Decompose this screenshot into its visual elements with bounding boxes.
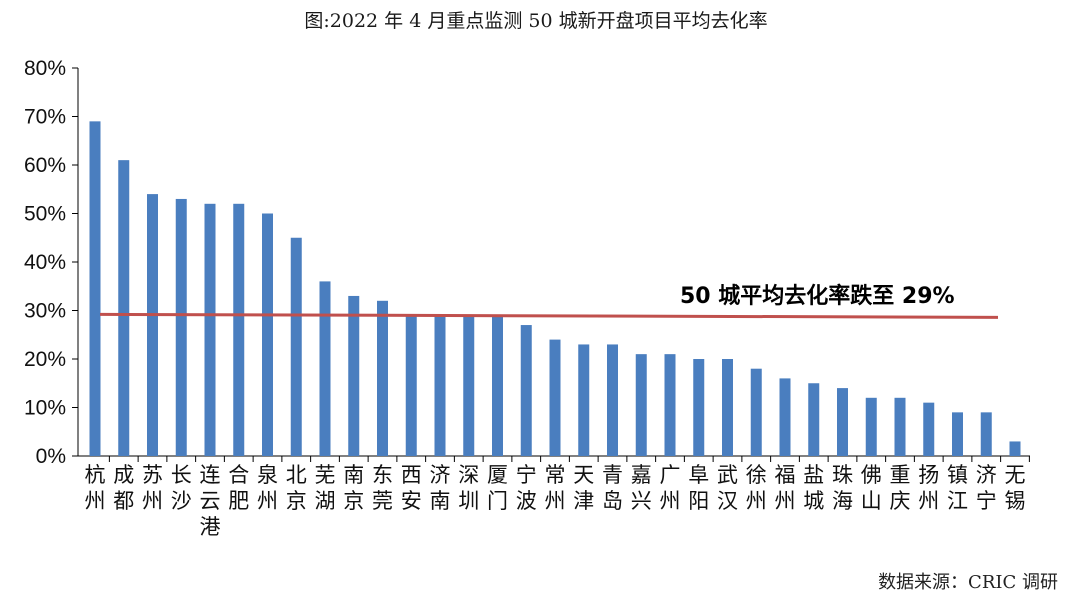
bar <box>750 368 762 456</box>
bar <box>89 121 101 456</box>
x-tick-label: 阜阳 <box>688 463 709 513</box>
average-annotation: 50 城平均去化率跌至 29% <box>680 283 955 309</box>
bar <box>290 237 302 456</box>
y-tick-label: 10% <box>24 397 66 420</box>
bar <box>607 344 618 456</box>
bar <box>722 359 733 456</box>
x-tick-label: 苏州 <box>142 463 163 513</box>
x-tick-label: 杭州 <box>85 463 106 513</box>
bar <box>923 402 935 456</box>
x-tick-label: 北京 <box>286 463 307 513</box>
x-tick-label: 济南 <box>430 463 451 513</box>
bar <box>262 213 273 456</box>
x-tick-label: 盐城 <box>803 463 824 513</box>
bar <box>405 315 417 456</box>
bar <box>549 339 561 456</box>
x-tick-label: 东莞 <box>372 463 393 513</box>
y-tick-label: 0% <box>36 445 66 468</box>
bar <box>175 198 187 456</box>
bar <box>492 315 503 456</box>
x-tick-label: 宁波 <box>516 463 537 513</box>
x-tick-label: 长沙 <box>171 463 192 513</box>
bar <box>865 397 877 456</box>
bar <box>808 383 820 456</box>
x-axis: 杭州成都苏州长沙连云港合肥泉州北京芜湖南京东莞西安济南深圳厦门宁波常州天津青岛嘉… <box>78 455 1030 539</box>
bar <box>319 281 331 456</box>
bar <box>693 359 705 456</box>
x-tick-label: 福州 <box>775 463 796 513</box>
bar <box>520 325 532 456</box>
bar <box>463 315 475 456</box>
x-tick-label: 广州 <box>660 463 681 513</box>
x-tick-label: 珠海 <box>832 463 853 513</box>
bar <box>980 412 992 456</box>
x-tick-label: 合肥 <box>228 463 249 513</box>
y-tick-label: 40% <box>24 251 66 274</box>
x-tick-label: 芜湖 <box>315 463 336 513</box>
y-tick-label: 30% <box>24 300 66 323</box>
x-tick-label: 重庆 <box>890 463 911 513</box>
x-tick-label: 佛山 <box>861 463 882 513</box>
source-note: 数据来源：CRIC 调研 <box>878 572 1058 593</box>
x-tick-label: 扬州 <box>918 463 939 513</box>
bar <box>952 412 963 456</box>
bar <box>837 388 848 456</box>
bar <box>779 378 791 456</box>
x-tick-label: 徐州 <box>746 463 767 513</box>
x-tick-label: 武汉 <box>717 463 738 513</box>
x-tick-label: 泉州 <box>257 463 278 513</box>
x-tick-label: 镇江 <box>947 463 968 513</box>
x-tick-label: 连云港 <box>200 463 221 539</box>
bar <box>434 315 446 456</box>
x-tick-label: 无锡 <box>1005 463 1026 513</box>
bar <box>635 354 647 456</box>
y-tick-label: 50% <box>24 203 66 226</box>
bar <box>204 203 216 456</box>
bar <box>147 194 158 456</box>
bar <box>118 160 130 456</box>
chart-title: 图:2022 年 4 月重点监测 50 城新开盘项目平均去化率 <box>304 10 768 32</box>
x-tick-label: 常州 <box>545 463 566 513</box>
average-line-group: 50 城平均去化率跌至 29% <box>99 283 999 319</box>
bar <box>348 295 360 456</box>
bar <box>233 203 245 456</box>
bars <box>89 121 1021 456</box>
bar <box>377 300 388 456</box>
bar <box>664 354 676 456</box>
y-tick-label: 70% <box>24 106 66 129</box>
y-tick-label: 80% <box>24 57 66 80</box>
bar <box>578 344 590 456</box>
x-tick-label: 嘉兴 <box>631 463 652 513</box>
x-tick-label: 济宁 <box>976 463 997 513</box>
x-tick-label: 西安 <box>401 463 422 513</box>
x-tick-label: 天津 <box>573 463 594 513</box>
bar <box>1009 441 1021 456</box>
average-line <box>99 312 999 319</box>
x-tick-label: 青岛 <box>602 463 623 513</box>
x-tick-label: 南京 <box>343 463 364 513</box>
y-tick-label: 20% <box>24 348 66 371</box>
x-tick-label: 深圳 <box>458 463 479 513</box>
y-axis: 0% 10% 20% 30% 40% 50% 60% 70% 80% <box>24 57 79 468</box>
y-tick-label: 60% <box>24 154 66 177</box>
x-tick-label: 厦门 <box>487 463 508 513</box>
bar <box>894 397 906 456</box>
x-tick-label: 成都 <box>113 463 134 513</box>
